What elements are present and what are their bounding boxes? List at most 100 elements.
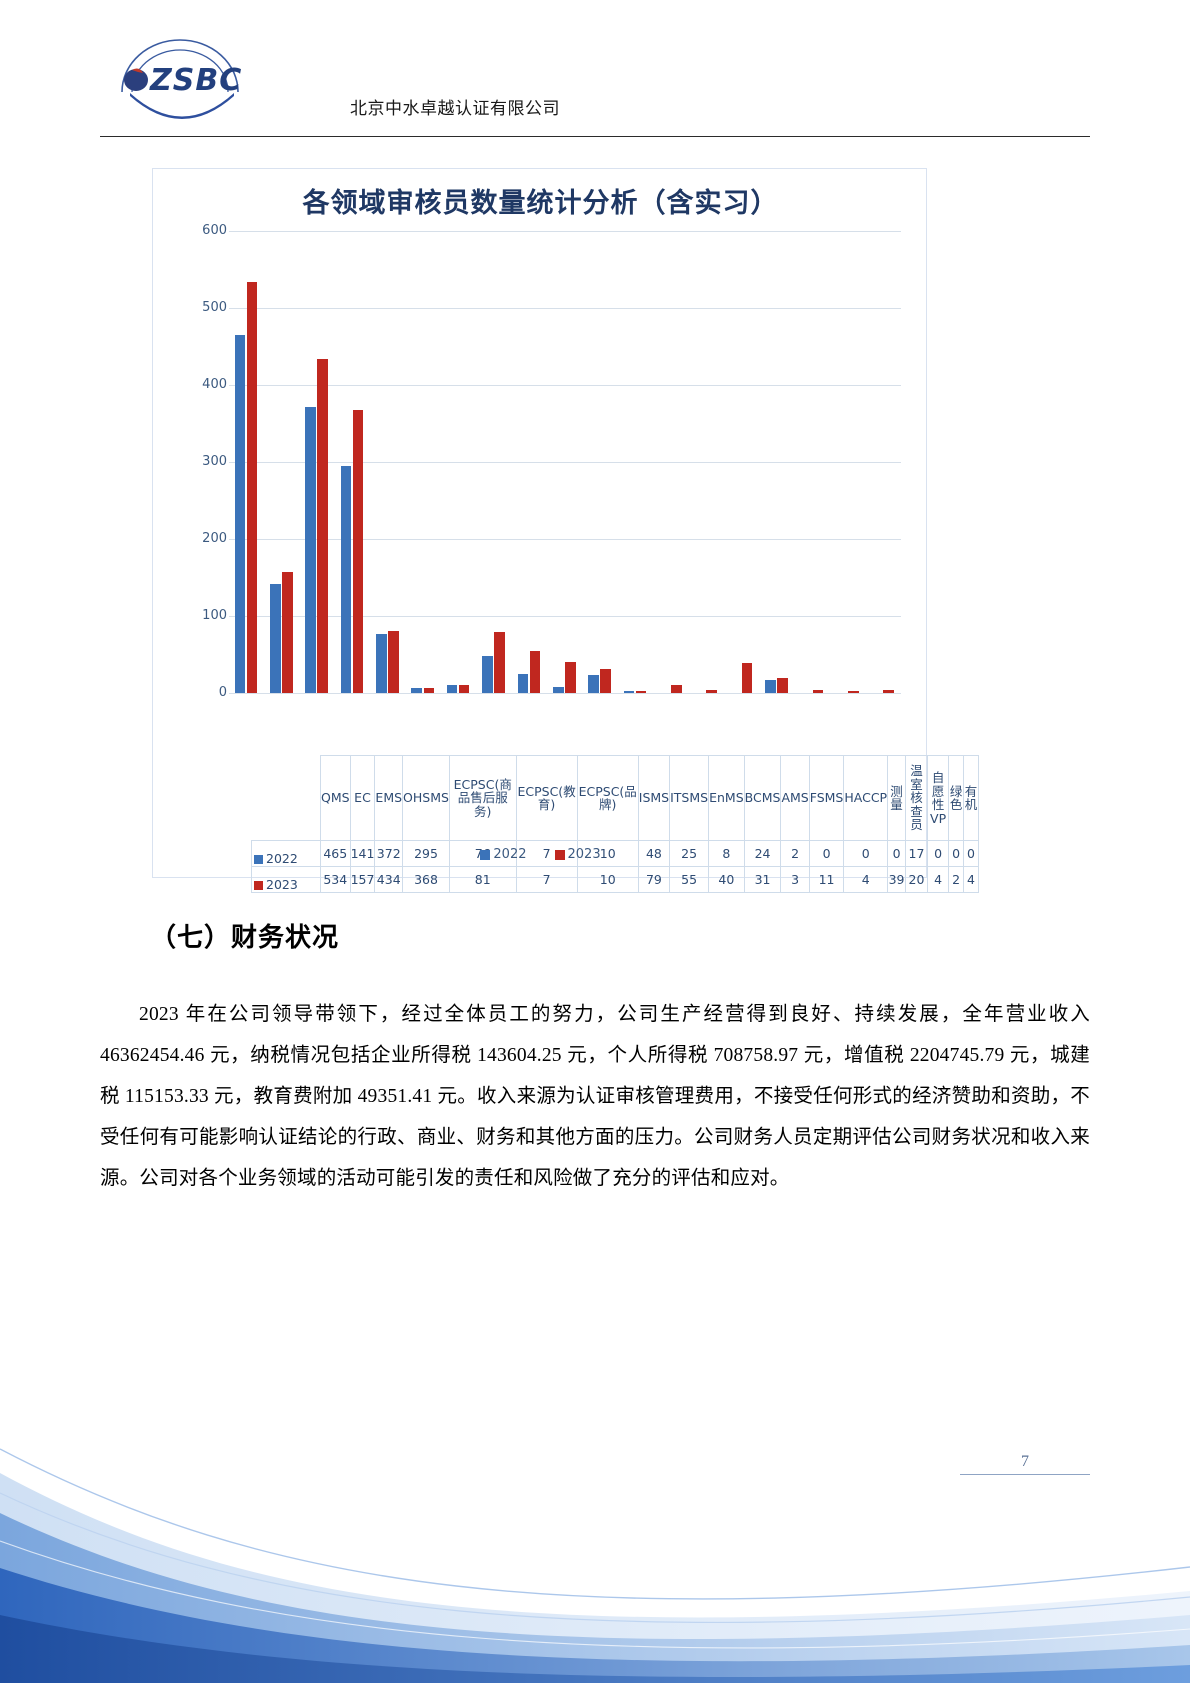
- table-cell: 79: [637, 866, 671, 893]
- table-category-header: AMS: [780, 755, 810, 841]
- chart-data-table: QMS EC EMS OHSMS ECPSC(商品售后服务) ECPSC(教育) ECPSC…: [251, 755, 979, 893]
- gridline: [229, 693, 901, 694]
- bar-2022: [340, 465, 352, 693]
- y-axis-tick: 300: [202, 454, 227, 469]
- header-divider: [100, 136, 1090, 137]
- bar-2023: [741, 662, 753, 693]
- table-category-header: 有机: [963, 755, 979, 841]
- legend-item: 2022: [480, 847, 527, 862]
- chart-legend: 2022 2023: [153, 847, 928, 862]
- legend-swatch-icon: [480, 849, 491, 860]
- table-category-header: BCMS: [743, 755, 782, 841]
- bar-group: [441, 231, 476, 693]
- table-cell: 0: [843, 840, 889, 867]
- bar-2022: [305, 406, 316, 693]
- zsbc-logo: ZSBC: [110, 30, 260, 130]
- table-series-label: 2023: [251, 866, 321, 893]
- table-cell: 40: [708, 866, 745, 893]
- bar-2023: [600, 669, 611, 693]
- bar-group: [830, 231, 865, 693]
- bar-2023: [777, 677, 788, 693]
- page-number: 7: [1021, 1453, 1029, 1470]
- table-category-header: ECPSC(教育): [515, 755, 578, 841]
- table-category-header: EnMS: [708, 755, 745, 841]
- bar-2022: [234, 334, 246, 693]
- bar-2023: [671, 684, 682, 693]
- bar-2023: [423, 687, 435, 693]
- table-cell: 141: [349, 840, 376, 867]
- table-category-header: ITSMS: [669, 755, 710, 841]
- bar-2023: [847, 691, 859, 693]
- bar-group: [547, 231, 582, 693]
- table-category-header: FSMS: [808, 755, 845, 841]
- bar-2023: [529, 650, 541, 693]
- table-cell: 0: [948, 840, 965, 867]
- table-cell: 20: [904, 866, 928, 893]
- bar-group: [760, 231, 795, 693]
- table-category-header: HACCP: [843, 755, 889, 841]
- table-category-header: OHSMS: [402, 755, 450, 841]
- table-cell: 25: [669, 840, 710, 867]
- y-axis-tick: 200: [202, 531, 227, 546]
- table-row-2023: 2023 534 157 434 368 81 7 10 79 55 40 31 3 11 4 39 20 4 2 4: [251, 866, 979, 893]
- body-paragraph: 2023 年在公司领导带领下，经过全体员工的努力，公司生产经营得到良好、持续发展…: [100, 1004, 1090, 1189]
- table-category-header: ECPSC(品牌): [576, 755, 639, 841]
- table-corner: [252, 756, 321, 841]
- y-axis-tick: 400: [202, 377, 227, 392]
- chart-title: 各领域审核员数量统计分析（含实习）: [302, 188, 779, 218]
- table-cell: 465: [320, 840, 351, 867]
- table-category-header: 测量: [887, 755, 906, 841]
- chart-plot-area: 0 100 200 300 400 500 600 QMS EC EMS OHSMS ECPSC(商…: [202, 224, 979, 893]
- bar-2023: [352, 409, 364, 693]
- bar-group: [300, 231, 335, 693]
- table-category-header: 绿色: [948, 755, 965, 841]
- bar-group: [512, 231, 547, 693]
- bar-group: [264, 231, 299, 693]
- bar-2022: [482, 656, 493, 693]
- table-cell: 0: [963, 840, 979, 867]
- legend-swatch-icon: [254, 881, 263, 890]
- bar-group: [618, 231, 653, 693]
- table-category-header: ECPSC(商品售后服务): [448, 755, 517, 841]
- company-name: 北京中水卓越认证有限公司: [350, 99, 560, 119]
- bar-2023: [317, 358, 329, 693]
- bar-2022: [588, 674, 599, 693]
- legend-item: 2023: [554, 847, 601, 862]
- bar-group: [229, 231, 264, 693]
- table-cell: 157: [349, 866, 376, 893]
- table-category-header: 温室核查员: [904, 755, 928, 841]
- footer-divider: [960, 1474, 1090, 1475]
- bar-2023: [706, 689, 718, 693]
- bar-2022: [446, 685, 458, 693]
- footer-decoration: [0, 1448, 1190, 1683]
- table-cell: 3: [780, 866, 810, 893]
- section-heading: （七）财务状况: [150, 923, 340, 952]
- table-category-header: 自愿性VP: [926, 755, 950, 841]
- table-category-header: EMS: [374, 755, 404, 841]
- bar-2022: [517, 673, 529, 693]
- bar-group: [477, 231, 512, 693]
- bar-2023: [564, 662, 576, 693]
- bar-2023: [883, 689, 894, 693]
- table-cell: 4: [963, 866, 979, 893]
- bar-2023: [388, 630, 399, 693]
- gridline: [229, 231, 901, 232]
- svg-text:ZSBC: ZSBC: [149, 63, 242, 98]
- table-cell: 4: [843, 866, 889, 893]
- table-cell: 4: [926, 866, 950, 893]
- table-cell: 81: [448, 866, 517, 893]
- bar-group: [689, 231, 724, 693]
- bar-group: [724, 231, 759, 693]
- bar-2022: [552, 686, 564, 693]
- legend-swatch-icon: [554, 849, 565, 860]
- table-category-header: QMS: [320, 755, 351, 841]
- gridline: [229, 308, 901, 309]
- bar-2023: [282, 572, 293, 693]
- table-category-header: EC: [349, 755, 376, 841]
- bar-2022: [623, 691, 635, 693]
- table-cell: 434: [374, 866, 404, 893]
- table-cell: 31: [743, 866, 782, 893]
- bar-group: [406, 231, 441, 693]
- page-header: ZSBC 北京中水卓越认证有限公司: [100, 22, 1090, 140]
- audit-chart-card: 各领域审核员数量统计分析（含实习） 0 100 200 300 400 500 600 QM…: [152, 168, 979, 893]
